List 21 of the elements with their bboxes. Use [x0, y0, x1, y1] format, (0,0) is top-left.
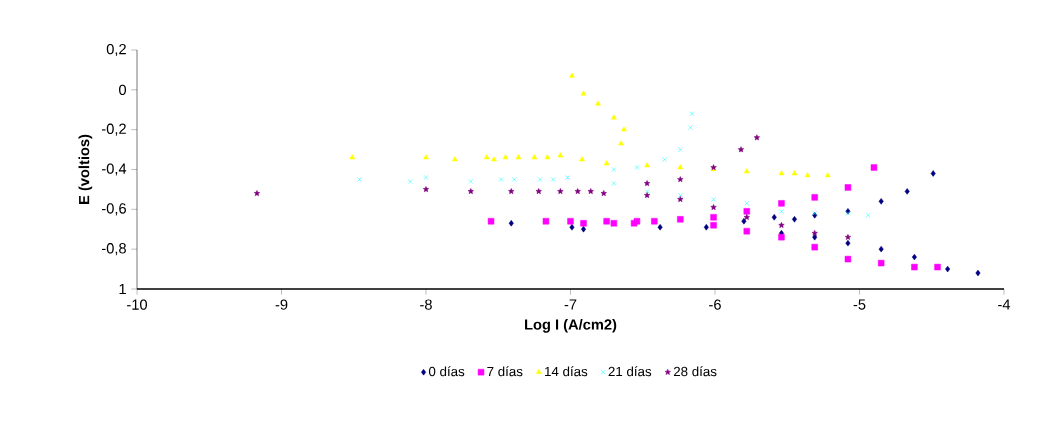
- legend-label: 21 días: [608, 366, 652, 377]
- x-axis-title: Log I (A/cm2): [525, 318, 617, 333]
- x-tick-label: -10: [127, 299, 148, 310]
- x-tick-label: -9: [275, 299, 288, 310]
- legend-label: 7 días: [487, 366, 523, 377]
- x-tick-label: -7: [564, 299, 577, 310]
- legend-label: 28 días: [673, 366, 717, 377]
- legend-label: 0 días: [428, 366, 465, 377]
- y-axis-title: E (voltios): [78, 134, 93, 204]
- x-tick-label: -5: [853, 299, 866, 310]
- legend-label: 14 días: [545, 366, 588, 377]
- y-tick-label: -0,8: [101, 243, 126, 256]
- x-tick-label: -8: [420, 299, 432, 310]
- y-tick-label: 0: [119, 84, 127, 96]
- y-tick-label: -0,2: [101, 123, 126, 136]
- x-tick-label: -6: [709, 299, 721, 310]
- x-tick-label: -4: [998, 299, 1011, 310]
- y-tick-label: -0,6: [101, 203, 126, 216]
- y-tick-label: -0,4: [101, 163, 127, 176]
- y-tick-label: 1: [119, 283, 126, 295]
- y-tick-label: 0,2: [106, 43, 126, 57]
